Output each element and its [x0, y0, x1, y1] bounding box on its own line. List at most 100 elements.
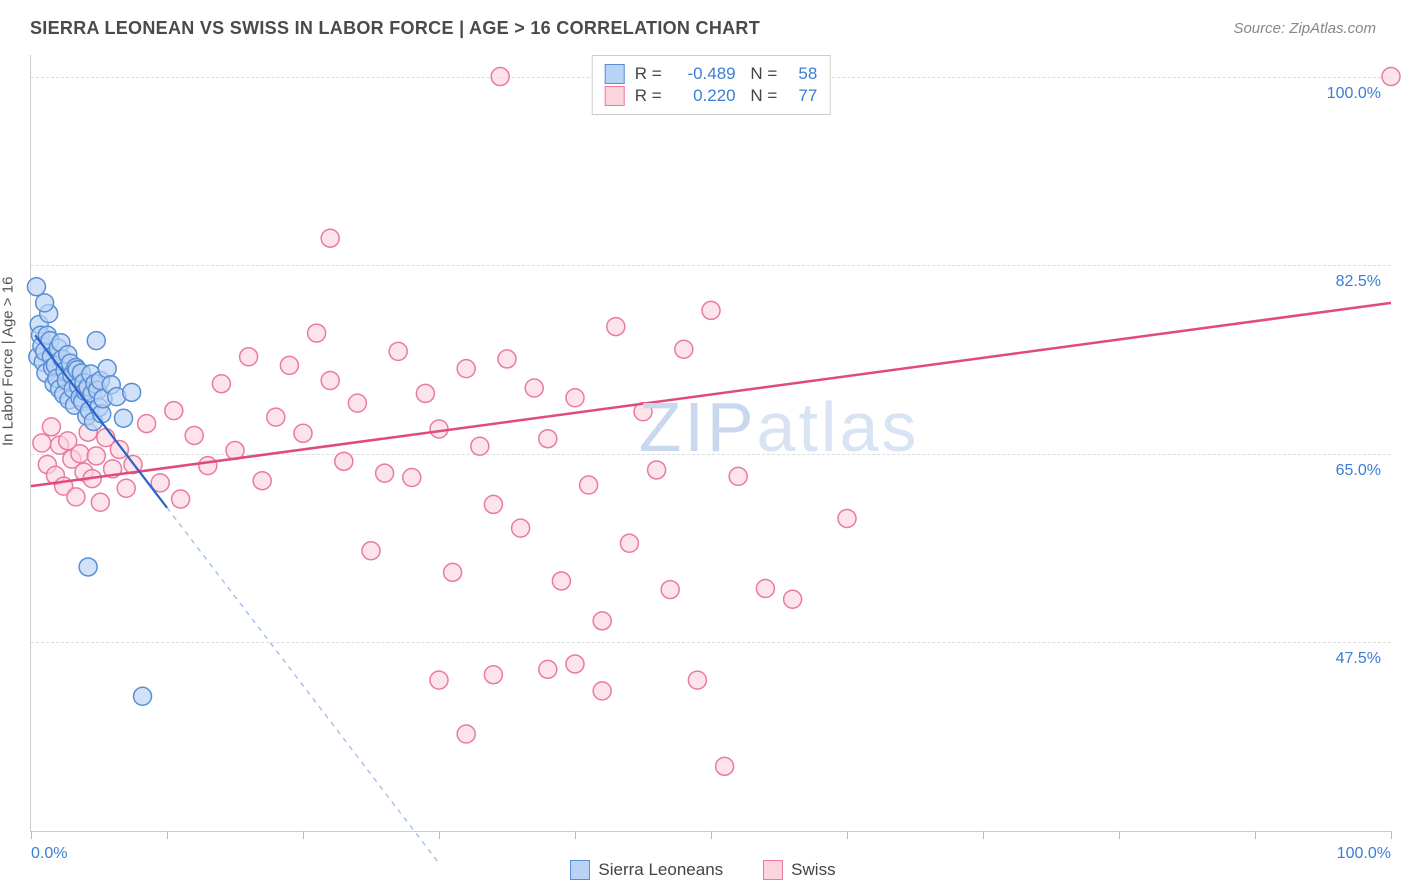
n-value-2: 77	[787, 86, 817, 106]
data-point	[457, 360, 475, 378]
data-point	[838, 509, 856, 527]
legend-label-2: Swiss	[791, 860, 835, 880]
data-point	[498, 350, 516, 368]
y-axis-label: In Labor Force | Age > 16	[0, 277, 17, 446]
data-point	[430, 420, 448, 438]
data-point	[91, 493, 109, 511]
source-attribution: Source: ZipAtlas.com	[1233, 20, 1376, 37]
data-point	[566, 389, 584, 407]
data-point	[593, 682, 611, 700]
data-point	[321, 229, 339, 247]
data-point	[376, 464, 394, 482]
data-point	[240, 348, 258, 366]
x-tick	[439, 831, 440, 839]
trend-line	[31, 303, 1391, 486]
data-point	[607, 318, 625, 336]
data-point	[114, 409, 132, 427]
data-point	[784, 590, 802, 608]
series-legend: Sierra Leoneans Swiss	[0, 860, 1406, 880]
x-tick	[303, 831, 304, 839]
data-point	[430, 671, 448, 689]
data-point	[661, 581, 679, 599]
data-point	[172, 490, 190, 508]
data-point	[484, 495, 502, 513]
data-point	[87, 447, 105, 465]
data-point	[512, 519, 530, 537]
data-point	[294, 424, 312, 442]
n-value-1: 58	[787, 64, 817, 84]
data-point	[79, 558, 97, 576]
chart-header: SIERRA LEONEAN VS SWISS IN LABOR FORCE |…	[0, 0, 1406, 49]
trend-line-ext	[167, 508, 439, 864]
data-point	[185, 426, 203, 444]
data-point	[36, 294, 54, 312]
data-point	[87, 332, 105, 350]
correlation-legend: R = -0.489 N = 58 R = 0.220 N = 77	[592, 55, 831, 115]
data-point	[199, 457, 217, 475]
data-point	[491, 68, 509, 86]
plot-area: ZIPatlas 47.5%65.0%82.5%100.0% R = -0.48…	[30, 55, 1391, 832]
data-point	[362, 542, 380, 560]
legend-swatch-bottom-1	[570, 860, 590, 880]
x-tick	[847, 831, 848, 839]
x-tick	[983, 831, 984, 839]
data-point	[165, 402, 183, 420]
data-point	[253, 472, 271, 490]
data-point	[620, 534, 638, 552]
scatter-svg	[31, 55, 1391, 831]
data-point	[539, 660, 557, 678]
data-point	[67, 488, 85, 506]
data-point	[134, 687, 152, 705]
legend-row-2: R = 0.220 N = 77	[605, 86, 818, 106]
data-point	[539, 430, 557, 448]
data-point	[1382, 68, 1400, 86]
x-tick	[167, 831, 168, 839]
data-point	[648, 461, 666, 479]
data-point	[27, 278, 45, 296]
legend-swatch-bottom-2	[763, 860, 783, 880]
data-point	[471, 437, 489, 455]
data-point	[702, 301, 720, 319]
data-point	[484, 666, 502, 684]
data-point	[593, 612, 611, 630]
data-point	[42, 418, 60, 436]
x-tick	[1391, 831, 1392, 839]
data-point	[33, 434, 51, 452]
data-point	[444, 563, 462, 581]
data-point	[110, 440, 128, 458]
x-tick	[575, 831, 576, 839]
x-tick	[1119, 831, 1120, 839]
data-point	[580, 476, 598, 494]
legend-row-1: R = -0.489 N = 58	[605, 64, 818, 84]
data-point	[675, 340, 693, 358]
data-point	[552, 572, 570, 590]
r-value-2: 0.220	[672, 86, 736, 106]
data-point	[729, 467, 747, 485]
data-point	[416, 384, 434, 402]
x-tick	[711, 831, 712, 839]
data-point	[123, 383, 141, 401]
x-tick	[1255, 831, 1256, 839]
data-point	[525, 379, 543, 397]
data-point	[335, 452, 353, 470]
chart-title: SIERRA LEONEAN VS SWISS IN LABOR FORCE |…	[30, 18, 760, 39]
legend-swatch-2	[605, 86, 625, 106]
legend-label-1: Sierra Leoneans	[598, 860, 723, 880]
data-point	[457, 725, 475, 743]
legend-swatch-1	[605, 64, 625, 84]
data-point	[348, 394, 366, 412]
data-point	[716, 757, 734, 775]
data-point	[688, 671, 706, 689]
data-point	[389, 342, 407, 360]
data-point	[117, 479, 135, 497]
legend-item-2: Swiss	[763, 860, 835, 880]
data-point	[138, 415, 156, 433]
legend-item-1: Sierra Leoneans	[570, 860, 723, 880]
data-point	[280, 356, 298, 374]
data-point	[267, 408, 285, 426]
data-point	[756, 580, 774, 598]
data-point	[403, 468, 421, 486]
data-point	[308, 324, 326, 342]
data-point	[212, 375, 230, 393]
data-point	[71, 445, 89, 463]
